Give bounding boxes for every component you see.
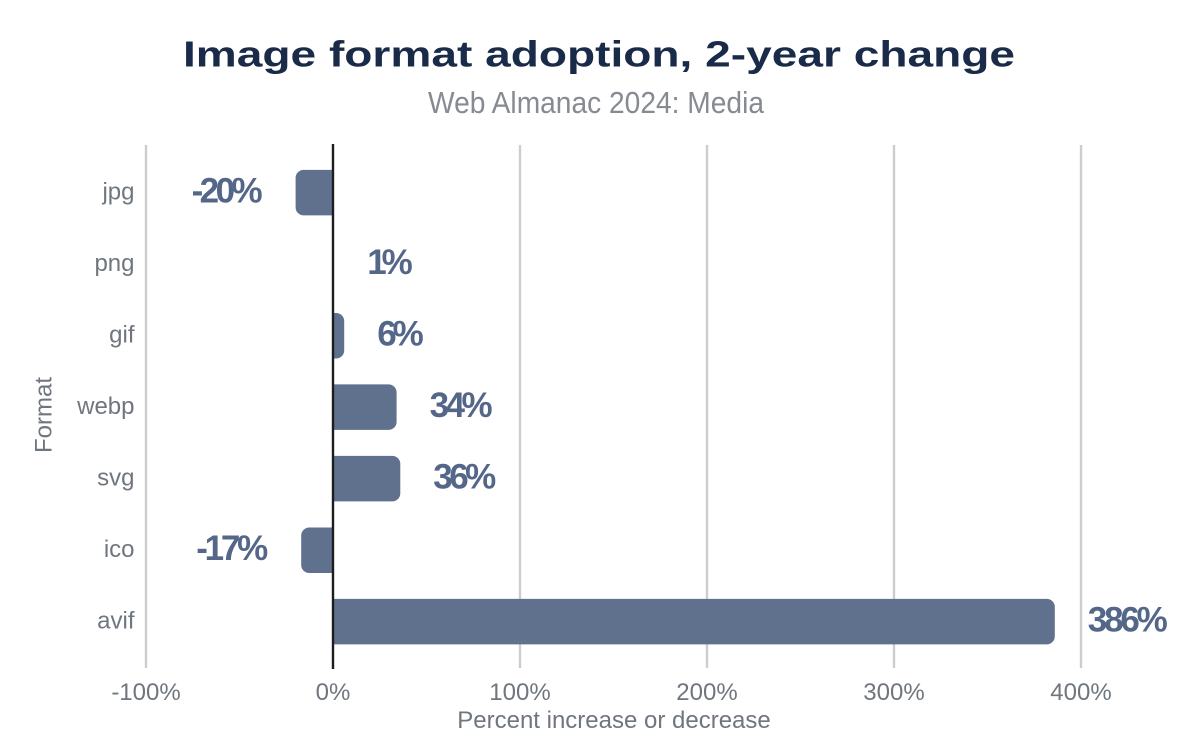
svg-text:6%: 6%: [377, 315, 424, 354]
svg-text:ico: ico: [104, 536, 135, 563]
svg-text:svg: svg: [97, 465, 134, 492]
svg-text:36%: 36%: [433, 458, 496, 497]
svg-text:-17%: -17%: [196, 529, 268, 568]
svg-text:200%: 200%: [676, 679, 737, 706]
svg-text:400%: 400%: [1050, 679, 1111, 706]
svg-text:-100%: -100%: [111, 679, 180, 706]
svg-text:Percent increase or decrease: Percent increase or decrease: [457, 707, 771, 734]
svg-text:Format: Format: [31, 377, 58, 453]
svg-text:386%: 386%: [1088, 601, 1168, 640]
svg-text:0%: 0%: [316, 679, 351, 706]
svg-text:jpg: jpg: [101, 179, 134, 206]
svg-text:1%: 1%: [367, 243, 413, 282]
svg-text:100%: 100%: [489, 679, 550, 706]
svg-text:png: png: [94, 250, 134, 277]
svg-text:gif: gif: [109, 322, 135, 349]
svg-text:Image format adoption, 2-year: Image format adoption, 2-year change: [183, 34, 1015, 75]
svg-text:webp: webp: [76, 393, 134, 420]
svg-text:Web Almanac 2024: Media: Web Almanac 2024: Media: [428, 85, 765, 120]
svg-text:300%: 300%: [863, 679, 924, 706]
svg-text:34%: 34%: [430, 386, 493, 425]
svg-text:avif: avif: [97, 608, 135, 635]
svg-text:-20%: -20%: [192, 172, 263, 211]
